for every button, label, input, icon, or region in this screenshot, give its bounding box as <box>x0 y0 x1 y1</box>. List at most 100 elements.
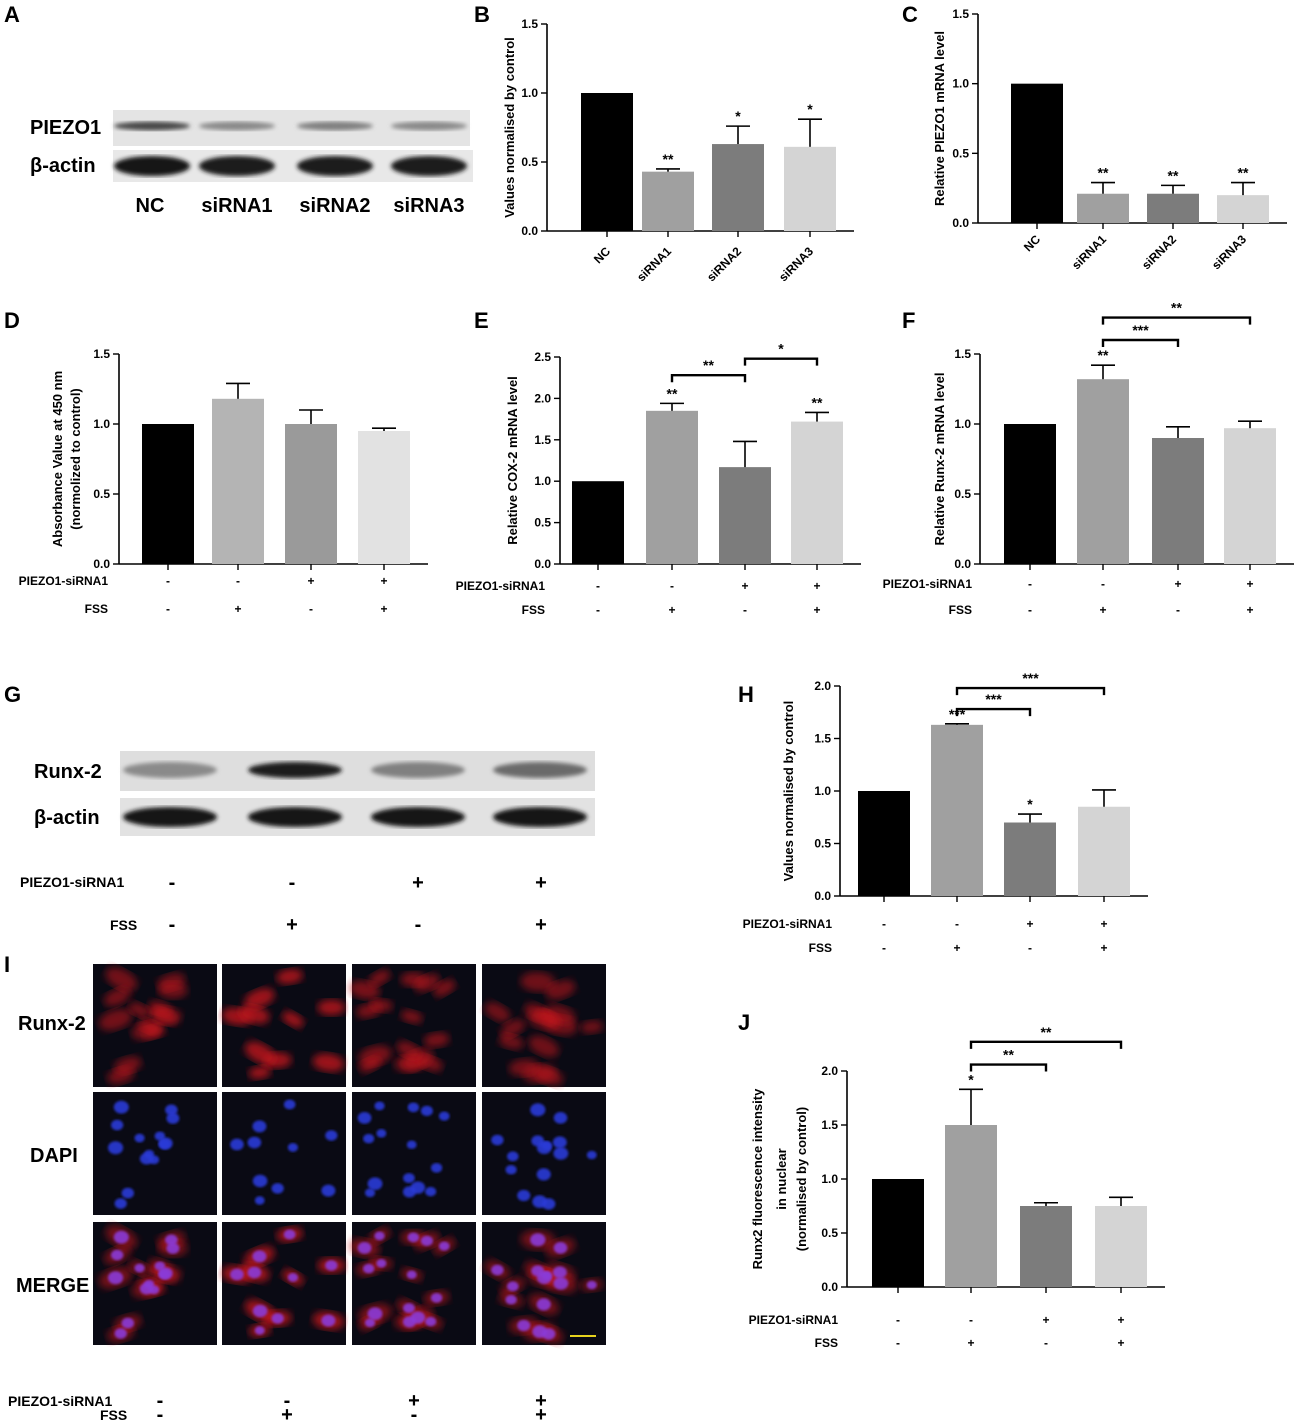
blot-g-fss-sign: - <box>169 914 176 936</box>
chart-h-cond-piezo-sign: - <box>882 917 886 931</box>
micro-nucleus <box>165 1104 178 1116</box>
blot-band <box>114 121 190 131</box>
chart-b-ylabel: Values normalised by control <box>502 37 517 218</box>
micro-nucleus <box>586 1150 597 1160</box>
micro-nucleus <box>491 1264 504 1276</box>
chart-j-ytick-label: 1.0 <box>821 1172 838 1186</box>
chart-h-cond-piezo-sign: - <box>955 917 959 931</box>
chart-e-bar <box>719 467 771 564</box>
micro-cond-label-piezo: PIEZO1-siRNA1 <box>8 1393 112 1409</box>
chart-j-ytick-label: 1.5 <box>821 1118 838 1132</box>
blot-a-lane-nc: NC <box>136 195 165 217</box>
micro-red-cell <box>317 999 346 1016</box>
micro-red-cell <box>128 1002 151 1018</box>
micro-nucleus <box>438 1241 450 1251</box>
micro-nucleus <box>252 1304 268 1318</box>
micro-cond-label-fss: FSS <box>100 1407 127 1423</box>
micro-nucleus <box>507 1151 519 1162</box>
chart-h-bar <box>931 724 983 896</box>
micro-nucleus <box>230 1138 244 1151</box>
blot-a-row-piezo1: PIEZO1 <box>30 117 101 139</box>
blot-g-cond-label-piezo: PIEZO1-siRNA1 <box>20 874 124 890</box>
chart-d-cond-fss-sign: - <box>166 602 170 616</box>
chart-h-cond-fss-sign: - <box>882 941 886 955</box>
micro-nucleus <box>113 1100 129 1114</box>
micro-row-runx2: Runx-2 <box>18 1013 86 1035</box>
micro-nucleus <box>367 1307 383 1321</box>
chart-d-ylabel: Absorbance Value at 450 nm <box>50 371 65 547</box>
chart-c-ytick-label: 1.5 <box>952 7 969 21</box>
micro-nucleus <box>107 1271 124 1285</box>
micro-nucleus <box>113 1230 129 1244</box>
micro-nucleus <box>536 1298 551 1311</box>
micro-nucleus <box>158 1267 173 1280</box>
micro-nucleus <box>403 1173 415 1184</box>
chart-e-bracket-label: * <box>778 341 784 357</box>
chart-b-bar <box>712 144 764 231</box>
chart-c: 0.0 0.5 1.0 1.5 ** ** ** NC siRNA1 siRNA2 siRNA3 Re… <box>932 7 1287 272</box>
micro-nucleus <box>325 1260 338 1271</box>
micro-nucleus <box>247 1136 262 1149</box>
chart-e-ytick-label: 1.0 <box>534 474 551 488</box>
micro-nucleus <box>114 1198 127 1209</box>
micro-tile <box>93 1092 217 1215</box>
chart-f-bracket-label: ** <box>1171 300 1182 316</box>
chart-c-sig-label: ** <box>1168 167 1179 183</box>
micro-nucleus <box>357 1112 372 1124</box>
micro-nucleus <box>121 1187 135 1199</box>
micro-nucleus <box>517 1319 531 1332</box>
micro-nucleus <box>271 1313 284 1324</box>
micro-nucleus <box>420 1105 433 1117</box>
blot-a-lane-sirna2: siRNA2 <box>299 195 370 217</box>
chart-h-cond-piezo-sign: + <box>1100 917 1107 931</box>
chart-d-cond-piezo-sign: - <box>166 574 170 588</box>
micro-nucleus <box>530 1103 546 1117</box>
chart-e-ytick-label: 1.5 <box>534 433 551 447</box>
chart-f-sig-label: ** <box>1098 347 1109 363</box>
chart-h-bracket <box>955 707 1032 717</box>
chart-e-cond-piezo-sign: - <box>670 579 674 593</box>
micro-nucleus <box>321 1314 336 1327</box>
chart-f-cond-piezo-sign: - <box>1101 577 1105 591</box>
chart-e-cond-fss-label: FSS <box>522 603 545 617</box>
chart-c-bar <box>1217 195 1269 223</box>
chart-j-ylabel-line3: (normalised by control) <box>794 1107 809 1251</box>
chart-e-cond-fss-sign: + <box>813 603 820 617</box>
panel-label-c: C <box>902 2 918 27</box>
micro-nucleus <box>287 1273 299 1282</box>
micro-red-cell <box>282 1011 304 1028</box>
micro-row-merge: MERGE <box>16 1275 89 1297</box>
micro-nucleus <box>363 1263 375 1274</box>
micro-nucleus <box>283 1099 296 1110</box>
blot-g-fss-sign: + <box>286 914 298 936</box>
micro-nucleus <box>430 1162 443 1173</box>
blot-band <box>199 156 275 176</box>
chart-d-cond-fss-sign: + <box>234 602 241 616</box>
western-blot-a: PIEZO1 β-actin NC siRNA1 siRNA2 siRNA3 <box>30 110 473 217</box>
chart-h-ytick-label: 0.5 <box>814 837 831 851</box>
chart-h-bracket-label: *** <box>985 691 1002 707</box>
micro-piezo-sign: + <box>535 1390 547 1412</box>
micro-red-cell <box>484 1002 511 1022</box>
micro-nucleus <box>505 1164 517 1175</box>
blot-band <box>493 762 587 778</box>
micro-nucleus <box>134 1133 145 1143</box>
micro-nucleus <box>406 1140 417 1149</box>
micro-red-cell <box>244 988 275 1009</box>
blot-band <box>391 156 467 176</box>
chart-b-ytick-label: 1.0 <box>521 86 538 100</box>
micro-nucleus <box>134 1263 145 1273</box>
micro-nucleus <box>517 1189 531 1202</box>
panel-label-i: I <box>4 952 10 977</box>
chart-j-bar <box>945 1125 997 1287</box>
micro-nucleus <box>530 1233 546 1247</box>
micro-nucleus <box>438 1111 450 1121</box>
chart-h-cond-piezo-sign: + <box>1026 917 1033 931</box>
chart-e-sig-label: ** <box>812 394 823 410</box>
chart-e-bracket <box>670 374 747 383</box>
blot-g-piezo-sign: + <box>535 872 547 894</box>
chart-j-cond-piezo-sign: + <box>1042 1313 1049 1327</box>
micro-nucleus <box>553 1112 568 1124</box>
chart-j-bracket-label: ** <box>1003 1047 1014 1063</box>
